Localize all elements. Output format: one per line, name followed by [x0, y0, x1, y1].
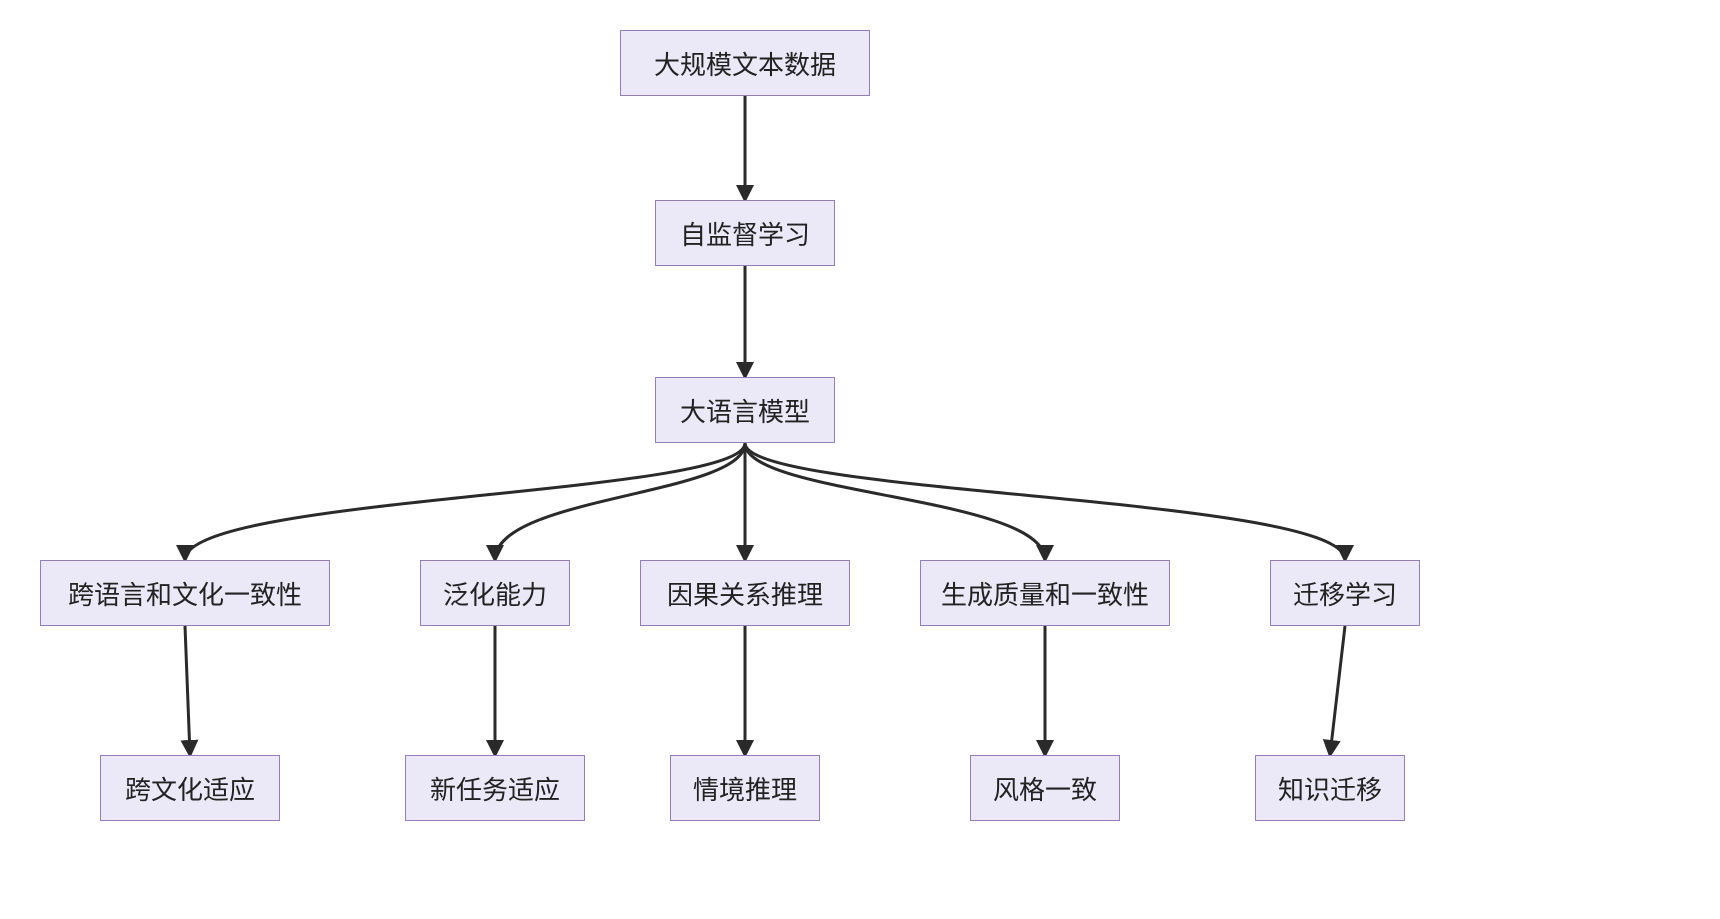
node-n7: 生成质量和一致性 — [920, 560, 1170, 626]
node-label: 因果关系推理 — [667, 575, 823, 612]
edge-n8-n13 — [1330, 626, 1345, 755]
node-label: 泛化能力 — [443, 575, 547, 612]
node-n6: 因果关系推理 — [640, 560, 850, 626]
edge-n4-n9 — [185, 626, 190, 755]
node-label: 情境推理 — [693, 770, 797, 807]
node-n3: 大语言模型 — [655, 377, 835, 443]
node-label: 生成质量和一致性 — [941, 575, 1149, 612]
node-label: 跨文化适应 — [125, 770, 255, 807]
node-n9: 跨文化适应 — [100, 755, 280, 821]
edge-n3-n7 — [745, 443, 1045, 560]
edge-n3-n5 — [495, 443, 745, 560]
edge-n3-n4 — [185, 443, 745, 560]
node-n4: 跨语言和文化一致性 — [40, 560, 330, 626]
node-label: 知识迁移 — [1278, 770, 1382, 807]
node-label: 风格一致 — [993, 770, 1097, 807]
node-n13: 知识迁移 — [1255, 755, 1405, 821]
node-n5: 泛化能力 — [420, 560, 570, 626]
edge-n3-n8 — [745, 443, 1345, 560]
flowchart-canvas: 大规模文本数据自监督学习大语言模型跨语言和文化一致性 泛化能力 因果关系推理 生成质量… — [0, 0, 1720, 919]
node-n2: 自监督学习 — [655, 200, 835, 266]
node-n12: 风格一致 — [970, 755, 1120, 821]
node-n11: 情境推理 — [670, 755, 820, 821]
node-label: 新任务适应 — [430, 770, 560, 807]
node-label: 大语言模型 — [680, 392, 810, 429]
node-label: 大规模文本数据 — [654, 45, 836, 82]
node-n1: 大规模文本数据 — [620, 30, 870, 96]
node-label: 自监督学习 — [680, 215, 810, 252]
node-label: 跨语言和文化一致性 — [68, 575, 302, 612]
node-label: 迁移学习 — [1293, 575, 1397, 612]
node-n8: 迁移学习 — [1270, 560, 1420, 626]
node-n10: 新任务适应 — [405, 755, 585, 821]
